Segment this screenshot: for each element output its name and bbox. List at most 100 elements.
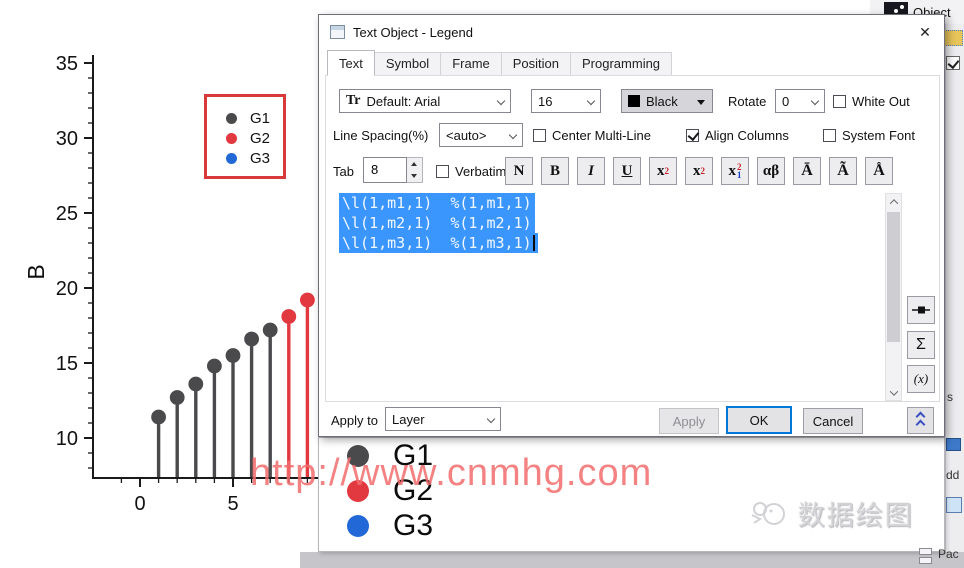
scroll-down-icon[interactable] [886, 385, 901, 400]
tab-text[interactable]: Text [327, 50, 375, 76]
legend-entry-g1: G1 [226, 108, 283, 128]
scrollbar-thumb[interactable] [887, 212, 900, 342]
window-buttons-icon [919, 548, 935, 566]
tab-programming[interactable]: Programming [570, 52, 673, 76]
format-base: x [693, 162, 701, 179]
rollup-button[interactable] [907, 407, 934, 434]
marker-dot-icon [226, 132, 237, 144]
font-face-icon: Tr [346, 93, 361, 108]
tab-frame[interactable]: Frame [440, 52, 502, 76]
apply-to-value: Layer [392, 411, 425, 427]
line-spacing-select[interactable]: <auto> [439, 123, 523, 147]
editor-line: \l(1,m2,1) %(1,m2,1) [339, 213, 535, 233]
preview-entry-label: G2 [393, 474, 434, 507]
svg-text:B: B [23, 264, 49, 279]
dialog-titlebar[interactable]: Text Object - Legend ✕ [319, 15, 944, 49]
marker-dot-icon [347, 445, 369, 467]
format-normal-button[interactable]: N [505, 157, 533, 185]
checkbox-box [823, 129, 836, 142]
chevron-down-icon [586, 96, 596, 106]
legend-entry-g3: G3 [226, 148, 283, 168]
center-multiline-label: Center Multi-Line [552, 128, 651, 143]
function-button[interactable]: (x) [907, 365, 935, 393]
format-greek-button[interactable]: αβ [757, 157, 785, 185]
format-overline-button[interactable]: Ā [793, 157, 821, 185]
background-panel-strip [945, 0, 964, 568]
system-font-checkbox[interactable]: System Font [823, 128, 915, 143]
font-size-select[interactable]: 16 [531, 89, 601, 113]
url-watermark: http://www.cnmhg.com [250, 452, 653, 494]
dialog-title: Text Object - Legend [353, 24, 473, 40]
format-tilde-button[interactable]: Ã [829, 157, 857, 185]
background-bottom-strip [300, 552, 964, 568]
verbatim-checkbox[interactable]: Verbatim [436, 164, 506, 179]
spin-down-icon[interactable] [411, 174, 417, 178]
tab-size-input[interactable]: 8 [363, 157, 407, 183]
preview-entry-g2: G2 [347, 474, 433, 508]
scroll-up-icon[interactable] [886, 194, 901, 209]
format-base: x [728, 162, 737, 179]
font-select[interactable]: Tr Default: Arial [339, 89, 511, 113]
format-overdot-button[interactable]: Å [865, 157, 893, 185]
dropdown-arrow-icon [697, 100, 705, 105]
rotate-select[interactable]: 0 [775, 89, 825, 113]
legend-syntax-editor[interactable]: \l(1,m1,1) %(1,m1,1) \l(1,m2,1) %(1,m2,1)… [339, 193, 885, 399]
legend-entry-label: G2 [250, 129, 271, 147]
line-spacing-value: <auto> [446, 127, 487, 143]
preview-entry-label: G1 [393, 439, 434, 472]
chevron-up-icon [915, 419, 926, 430]
align-columns-checkbox[interactable]: Align Columns [686, 128, 789, 143]
chevron-down-icon [810, 96, 820, 106]
chart-legend-box[interactable]: G1 G2 G3 [204, 94, 286, 179]
editor-scrollbar[interactable] [885, 193, 902, 401]
tab-symbol[interactable]: Symbol [373, 52, 442, 76]
svg-text:10: 10 [56, 428, 78, 450]
background-fragment-pac: Pac [938, 547, 959, 561]
align-columns-label: Align Columns [705, 128, 789, 143]
line-symbol-icon [912, 306, 930, 314]
background-fragment-dd: dd [946, 468, 960, 482]
font-select-value: Default: Arial [366, 93, 441, 109]
cancel-button[interactable]: Cancel [803, 408, 863, 434]
bird-logo-icon [751, 501, 785, 525]
checkbox-box [686, 129, 699, 142]
chevron-down-icon [486, 414, 496, 424]
marker-dot-icon [347, 515, 369, 537]
format-underline-button[interactable]: U [613, 157, 641, 185]
apply-to-select[interactable]: Layer [385, 407, 501, 431]
close-icon[interactable]: ✕ [919, 23, 931, 40]
insert-symbol-button[interactable] [907, 296, 935, 324]
preview-entry-g1: G1 [347, 439, 433, 473]
tab-position[interactable]: Position [500, 52, 572, 76]
rotate-label: Rotate [728, 94, 767, 109]
font-color-select[interactable]: Black [621, 89, 713, 113]
chevron-down-icon [496, 96, 506, 106]
format-bold-button[interactable]: B [541, 157, 569, 185]
stem-chart: 10 15 20 25 30 35 0 5 B [23, 53, 336, 515]
svg-text:25: 25 [56, 203, 78, 225]
font-color-value: Black [646, 93, 678, 109]
tab-size-spinner[interactable] [407, 157, 423, 183]
sigma-button[interactable]: Σ [907, 331, 935, 359]
verbatim-label: Verbatim [455, 164, 507, 179]
editor-line: \l(1,m3,1) %(1,m3,1) [339, 233, 538, 253]
format-italic-button[interactable]: I [577, 157, 605, 185]
white-out-checkbox[interactable]: White Out [833, 94, 910, 109]
center-multiline-checkbox[interactable]: Center Multi-Line [533, 128, 651, 143]
legend-entry-label: G1 [250, 109, 271, 127]
checkbox-box [436, 165, 449, 178]
color-swatch [628, 95, 640, 107]
spin-up-icon[interactable] [411, 162, 417, 166]
editor-line: \l(1,m1,1) %(1,m1,1) [339, 193, 535, 213]
format-base: x [657, 162, 665, 179]
folder-icon [943, 30, 963, 46]
preview-entry-g3: G3 [347, 509, 433, 543]
brand-watermark-text: 数据绘图 [798, 501, 914, 531]
checkbox-box [533, 129, 546, 142]
background-checkbox[interactable] [946, 56, 960, 70]
ok-button[interactable]: OK [726, 406, 792, 434]
